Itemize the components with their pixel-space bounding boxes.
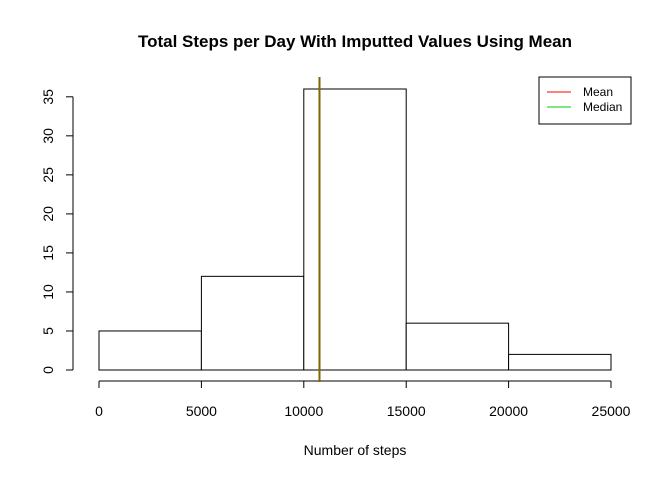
x-tick-label: 0 [95,403,103,419]
histogram-bars [98,88,612,371]
x-tick-label: 5000 [186,403,217,419]
histogram-bar [98,330,202,371]
y-axis: 0 5 10 15 20 25 30 35 [40,89,74,374]
y-tick-label: 35 [40,89,56,105]
x-tick-label: 10000 [284,403,323,419]
histogram-bar [200,275,305,371]
legend-label-median: Median [583,100,622,114]
x-tick-label: 15000 [387,403,426,419]
histogram-bar [508,353,612,371]
x-axis-label: Number of steps [304,442,407,458]
y-tick-label: 30 [40,128,56,144]
y-tick-label: 15 [40,245,56,261]
histogram-bar [405,322,510,371]
legend-label-mean: Mean [583,85,613,99]
y-tick-label: 0 [40,366,56,374]
y-tick-label: 10 [40,284,56,300]
histogram-bar [303,88,407,371]
y-tick-label: 20 [40,206,56,222]
x-tick-label: 20000 [489,403,528,419]
chart-title: Total Steps per Day With Imputted Values… [138,32,572,51]
x-tick-label: 25000 [592,403,631,419]
x-axis: 0 5000 10000 15000 20000 25000 [95,380,631,419]
y-tick-label: 5 [40,327,56,335]
legend-box [538,76,632,125]
y-tick-label: 25 [40,167,56,183]
